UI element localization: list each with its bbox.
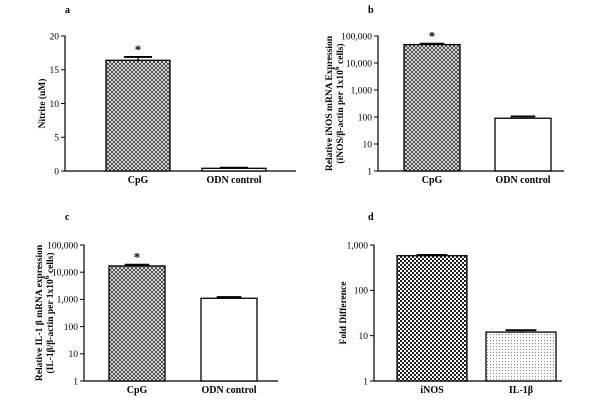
y-axis-label: Relative IL-1 β mRNA expression(IL-1β/β-…	[35, 244, 56, 381]
x-tick-label: IL-1β	[509, 385, 533, 396]
y-tick-label: 10,000	[52, 269, 78, 279]
x-tick-label: ODN control	[201, 385, 256, 396]
x-tick-label: iNOS	[420, 385, 444, 396]
significance-marker: *	[134, 250, 141, 265]
y-tick-label: 10	[363, 140, 373, 150]
y-axis-label: Fold Difference	[339, 282, 349, 345]
bar	[494, 117, 552, 172]
y-tick-label: 1	[73, 377, 78, 387]
y-tick-label: 1,000	[57, 296, 79, 306]
panel-letter: b	[368, 5, 374, 16]
y-axis-label: Nitrite (uM)	[37, 79, 48, 129]
panel-a: a 0 5 10 15 20 Nitrite (uM) * CpG ODN control	[37, 5, 296, 186]
panel-letter: a	[65, 5, 70, 16]
bar	[201, 167, 267, 172]
y-tick-label: 20	[50, 32, 60, 42]
bar	[403, 43, 461, 172]
bar	[105, 59, 171, 172]
significance-marker: *	[135, 42, 142, 57]
y-tick-label: 10	[69, 350, 79, 360]
y-tick-label: 10	[50, 100, 60, 110]
y-tick-label: 100	[358, 113, 373, 123]
y-tick-label: 1,000	[351, 86, 373, 96]
panel-d: d 1 10 100 1,000 Fold Difference iNOS IL-1β	[339, 212, 562, 396]
y-tick-label: 15	[50, 66, 60, 76]
x-tick-label: CpG	[127, 385, 148, 396]
y-tick-label: 1	[363, 377, 368, 387]
y-axis-label: Relative iNOS mRNA Expression(iNOS/β-act…	[325, 35, 346, 171]
y-tick-label: 100,000	[341, 32, 372, 42]
y-tick-label: 100,000	[47, 241, 78, 251]
bar	[485, 331, 557, 382]
x-tick-label: CpG	[128, 175, 149, 186]
y-tick-label: 5	[54, 134, 59, 144]
y-tick-label: 10	[359, 332, 369, 342]
significance-marker: *	[429, 29, 436, 44]
panel-letter: d	[368, 212, 374, 223]
x-tick-label: CpG	[422, 175, 443, 186]
bar	[396, 255, 468, 382]
y-tick-label: 1	[367, 167, 372, 177]
x-tick-label: ODN control	[495, 175, 550, 186]
panel-letter: c	[65, 212, 70, 223]
y-tick-label: 1,000	[347, 241, 369, 251]
y-tick-label: 10,000	[346, 59, 372, 69]
y-tick-label: 100	[354, 287, 369, 297]
bar	[108, 265, 166, 382]
y-tick-label: 0	[54, 167, 59, 177]
bar	[200, 297, 258, 382]
y-tick-label: 100	[64, 323, 79, 333]
x-tick-label: ODN control	[206, 175, 261, 186]
